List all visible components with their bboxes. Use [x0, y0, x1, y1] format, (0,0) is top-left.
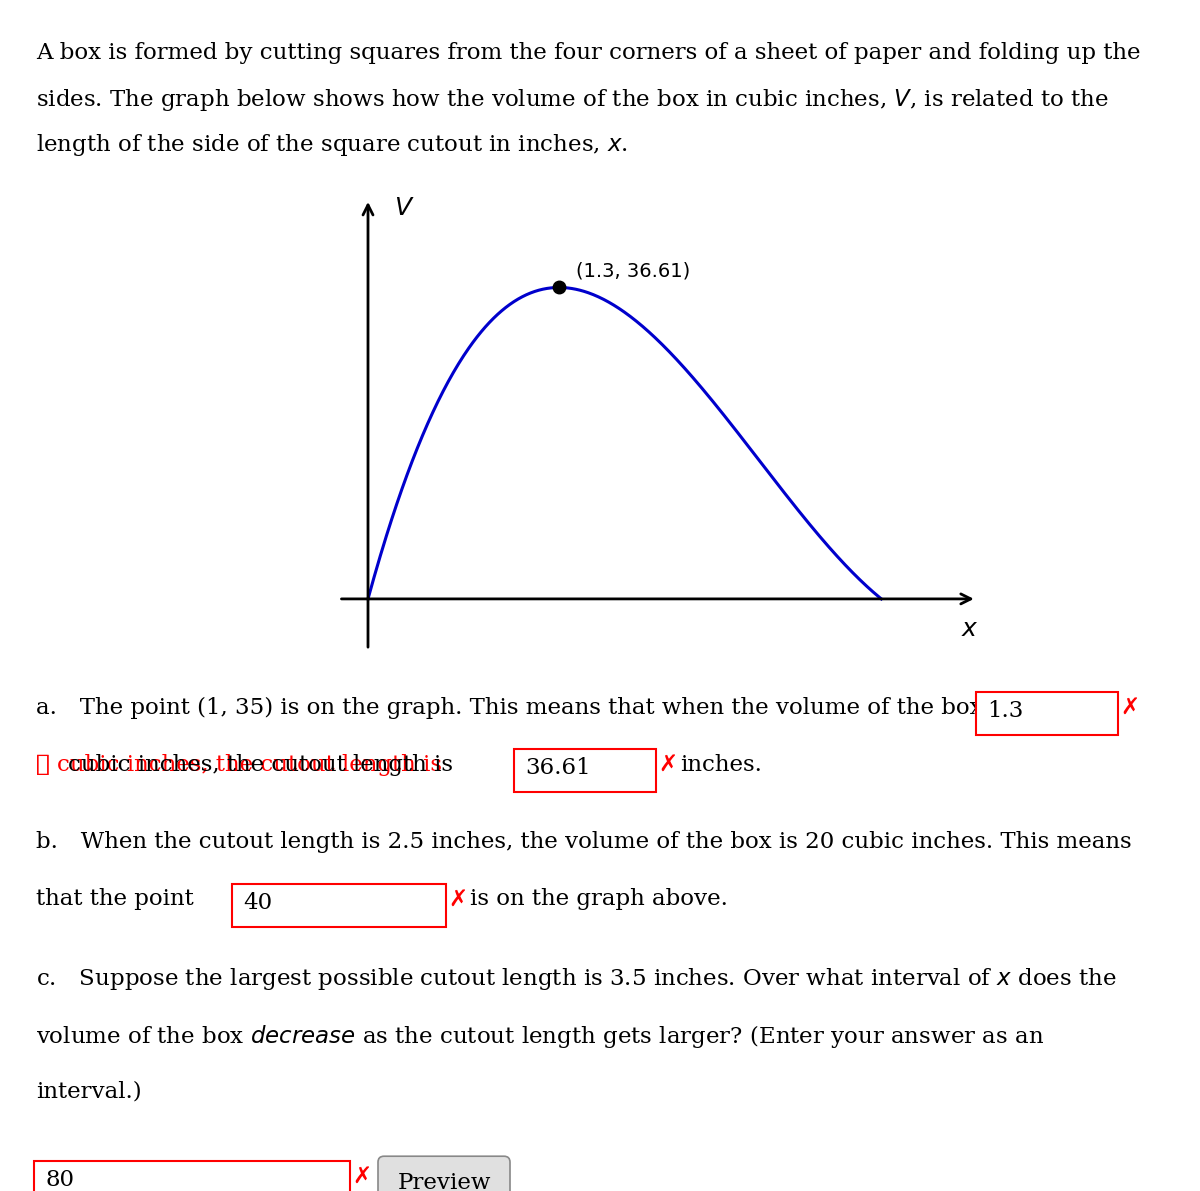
- Text: ✗ cubic inches, the cutout length is: ✗ cubic inches, the cutout length is: [36, 754, 442, 775]
- Text: a. The point (1, 35) is on the graph. This means that when the volume of the box: a. The point (1, 35) is on the graph. Th…: [36, 697, 1009, 719]
- Text: length of the side of the square cutout in inches, $x$.: length of the side of the square cutout …: [36, 132, 628, 158]
- Text: that the point: that the point: [36, 888, 193, 910]
- Text: ✗: ✗: [449, 888, 468, 911]
- Text: (1.3, 36.61): (1.3, 36.61): [576, 262, 690, 281]
- Text: ✗: ✗: [1121, 697, 1140, 719]
- Text: A box is formed by cutting squares from the four corners of a sheet of paper and: A box is formed by cutting squares from …: [36, 42, 1140, 63]
- FancyBboxPatch shape: [976, 692, 1118, 735]
- Text: ✗: ✗: [36, 754, 49, 775]
- FancyBboxPatch shape: [232, 884, 446, 927]
- Text: ✗: ✗: [659, 754, 678, 777]
- FancyBboxPatch shape: [378, 1156, 510, 1191]
- Text: b. When the cutout length is 2.5 inches, the volume of the box is 20 cubic inche: b. When the cutout length is 2.5 inches,…: [36, 831, 1132, 853]
- Text: volume of the box $\mathit{decrease}$ as the cutout length gets larger? (Enter y: volume of the box $\mathit{decrease}$ as…: [36, 1023, 1044, 1050]
- Text: 36.61: 36.61: [526, 757, 592, 779]
- FancyBboxPatch shape: [514, 749, 656, 792]
- Text: ✗: ✗: [353, 1166, 372, 1189]
- Text: cubic inches, the cutout length is: cubic inches, the cutout length is: [68, 754, 454, 775]
- Text: Preview: Preview: [397, 1172, 491, 1191]
- Text: is on the graph above.: is on the graph above.: [470, 888, 728, 910]
- FancyBboxPatch shape: [34, 1161, 350, 1191]
- Text: $x$: $x$: [960, 617, 978, 641]
- Text: 1.3: 1.3: [988, 700, 1024, 722]
- Text: 80: 80: [46, 1170, 74, 1191]
- Text: c. Suppose the largest possible cutout length is 3.5 inches. Over what interval : c. Suppose the largest possible cutout l…: [36, 966, 1117, 992]
- Text: sides. The graph below shows how the volume of the box in cubic inches, $V$, is : sides. The graph below shows how the vol…: [36, 87, 1109, 113]
- Text: $V$: $V$: [395, 195, 415, 219]
- Text: 40: 40: [244, 892, 272, 913]
- Text: inches.: inches.: [680, 754, 762, 775]
- Text: interval.): interval.): [36, 1080, 142, 1102]
